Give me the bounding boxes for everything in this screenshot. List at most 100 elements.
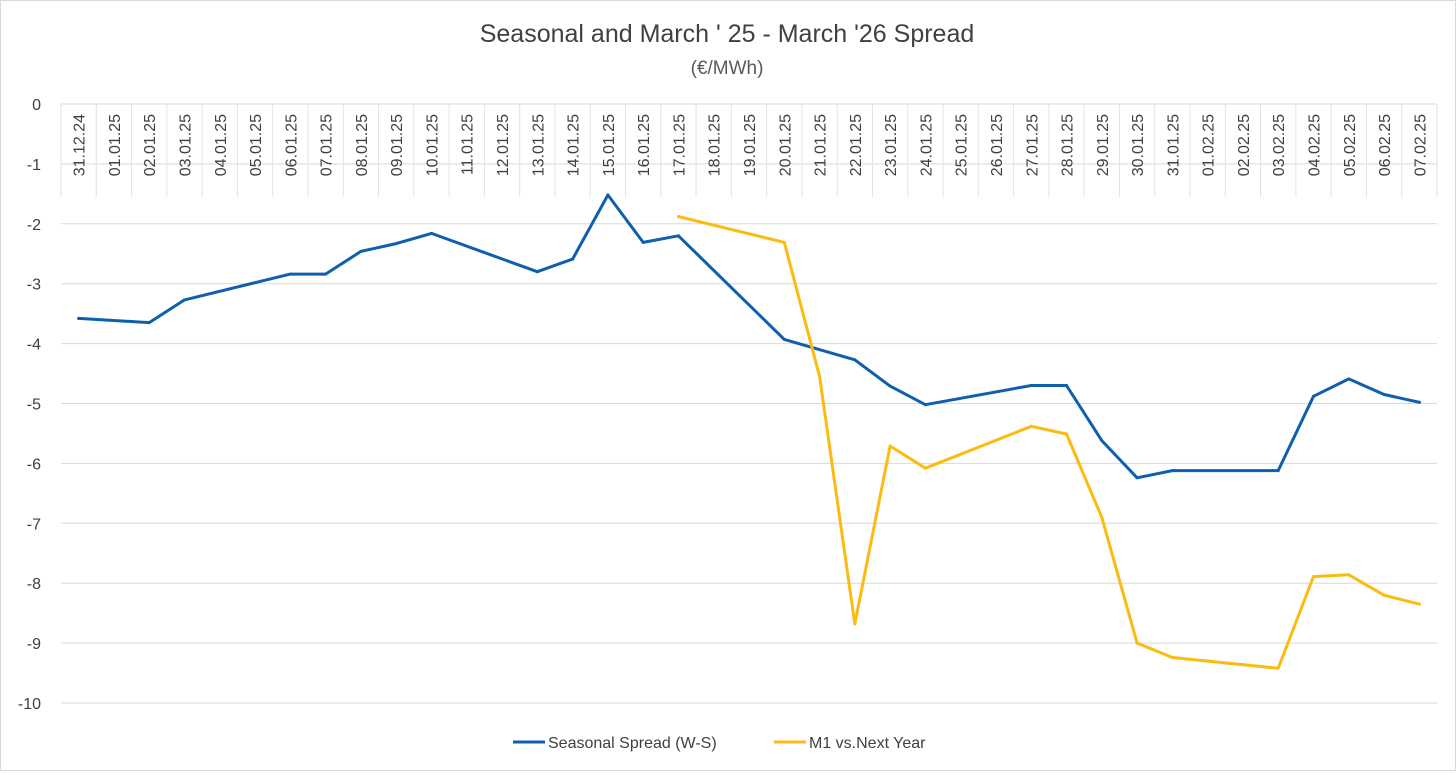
data-point <box>1065 432 1069 436</box>
x-axis: 31.12.24 01.01.25 02.01.25 03.01.25 04.01.25… <box>72 114 1430 176</box>
x-tick-label: 02.02.25 <box>1236 114 1253 176</box>
data-point <box>394 242 398 246</box>
data-point <box>1135 476 1139 480</box>
y-tick-label: -2 <box>27 217 41 234</box>
y-tick-label: -8 <box>27 576 41 593</box>
data-point <box>606 193 610 197</box>
x-tick-label: 30.01.25 <box>1130 114 1147 176</box>
data-point <box>888 444 892 448</box>
y-tick-label: -9 <box>27 636 41 653</box>
data-point <box>1417 602 1421 606</box>
y-tick-label: 0 <box>32 97 41 114</box>
data-point <box>1312 575 1316 579</box>
x-tick-label: 09.01.25 <box>389 114 406 176</box>
data-point <box>923 403 927 407</box>
x-tick-label: 28.01.25 <box>1060 114 1077 176</box>
data-point <box>923 466 927 470</box>
data-point <box>1382 393 1386 397</box>
x-tick-label: 18.01.25 <box>707 114 724 176</box>
series-layer <box>77 193 1421 670</box>
x-tick-label: 05.02.25 <box>1342 114 1359 176</box>
grid-layer <box>60 103 1438 704</box>
x-tick-label: 05.01.25 <box>248 114 265 176</box>
x-tick-label: 07.01.25 <box>319 114 336 176</box>
x-tick-label: 29.01.25 <box>1095 114 1112 176</box>
y-tick-label: -1 <box>27 157 41 174</box>
x-tick-label: 04.02.25 <box>1307 114 1324 176</box>
data-point <box>429 231 433 235</box>
x-tick-label: 17.01.25 <box>671 114 688 176</box>
data-point <box>1170 655 1174 659</box>
data-point <box>1170 469 1174 473</box>
x-tick-label: 06.01.25 <box>283 114 300 176</box>
y-tick-label: -5 <box>27 397 41 414</box>
legend: Seasonal Spread (W-S) M1 vs.Next Year <box>513 735 926 752</box>
data-point <box>147 321 151 325</box>
data-point <box>1347 377 1351 381</box>
data-point <box>676 234 680 238</box>
x-tick-label: 03.01.25 <box>177 114 194 176</box>
series-line-2 <box>676 215 1421 670</box>
data-point <box>1276 666 1280 670</box>
x-tick-label: 27.01.25 <box>1024 114 1041 176</box>
chart-title: Seasonal and March ' 25 - March '26 Spre… <box>480 20 975 48</box>
x-tick-label: 31.01.25 <box>1165 114 1182 176</box>
data-point <box>1100 439 1104 443</box>
chart-subtitle: (€/MWh) <box>691 58 764 79</box>
x-tick-label: 04.01.25 <box>213 114 230 176</box>
data-point <box>1100 515 1104 519</box>
data-point <box>1135 641 1139 645</box>
data-point <box>324 272 328 276</box>
data-point <box>1382 593 1386 597</box>
legend-label: M1 vs.Next Year <box>809 735 926 752</box>
x-tick-label: 08.01.25 <box>354 114 371 176</box>
data-point <box>182 298 186 302</box>
x-tick-label: 24.01.25 <box>918 114 935 176</box>
y-tick-label: -7 <box>27 516 41 533</box>
data-point <box>1276 469 1280 473</box>
y-tick-label: -6 <box>27 456 41 473</box>
y-axis: 0 -1 -2 -3 -4 -5 -6 -7 -8 -9 -10 <box>18 97 41 713</box>
x-tick-label: 21.01.25 <box>813 114 830 176</box>
x-tick-label: 23.01.25 <box>883 114 900 176</box>
data-point <box>818 375 822 379</box>
x-tick-label: 26.01.25 <box>989 114 1006 176</box>
x-tick-label: 06.02.25 <box>1377 114 1394 176</box>
data-point <box>1312 394 1316 398</box>
x-tick-label: 11.01.25 <box>460 114 477 175</box>
x-tick-label: 20.01.25 <box>777 114 794 176</box>
y-tick-label: -10 <box>18 696 41 713</box>
data-point <box>641 240 645 244</box>
x-tick-label: 10.01.25 <box>424 114 441 176</box>
data-point <box>1347 573 1351 577</box>
x-tick-label: 31.12.24 <box>72 114 89 176</box>
x-tick-label: 13.01.25 <box>530 114 547 176</box>
data-point <box>77 316 81 320</box>
x-tick-label: 16.01.25 <box>636 114 653 176</box>
x-tick-label: 07.02.25 <box>1412 114 1429 176</box>
x-tick-label: 19.01.25 <box>742 114 759 176</box>
data-point <box>782 337 786 341</box>
data-point <box>853 622 857 626</box>
data-point <box>359 249 363 253</box>
data-point <box>535 270 539 274</box>
x-tick-label: 22.01.25 <box>848 114 865 176</box>
series-line-1 <box>77 193 1421 480</box>
data-point <box>888 384 892 388</box>
data-point <box>853 358 857 362</box>
x-tick-label: 01.02.25 <box>1201 114 1218 176</box>
data-point <box>676 215 680 219</box>
x-tick-label: 14.01.25 <box>566 114 583 176</box>
x-tick-label: 01.01.25 <box>107 114 124 176</box>
x-tick-label: 25.01.25 <box>954 114 971 176</box>
y-tick-label: -3 <box>27 277 41 294</box>
legend-label: Seasonal Spread (W-S) <box>548 735 717 752</box>
data-point <box>571 257 575 261</box>
x-tick-label: 12.01.25 <box>495 114 512 176</box>
data-point <box>1029 384 1033 388</box>
y-tick-label: -4 <box>27 337 41 354</box>
x-tick-label: 03.02.25 <box>1271 114 1288 176</box>
data-point <box>288 272 292 276</box>
x-tick-label: 15.01.25 <box>601 114 618 176</box>
